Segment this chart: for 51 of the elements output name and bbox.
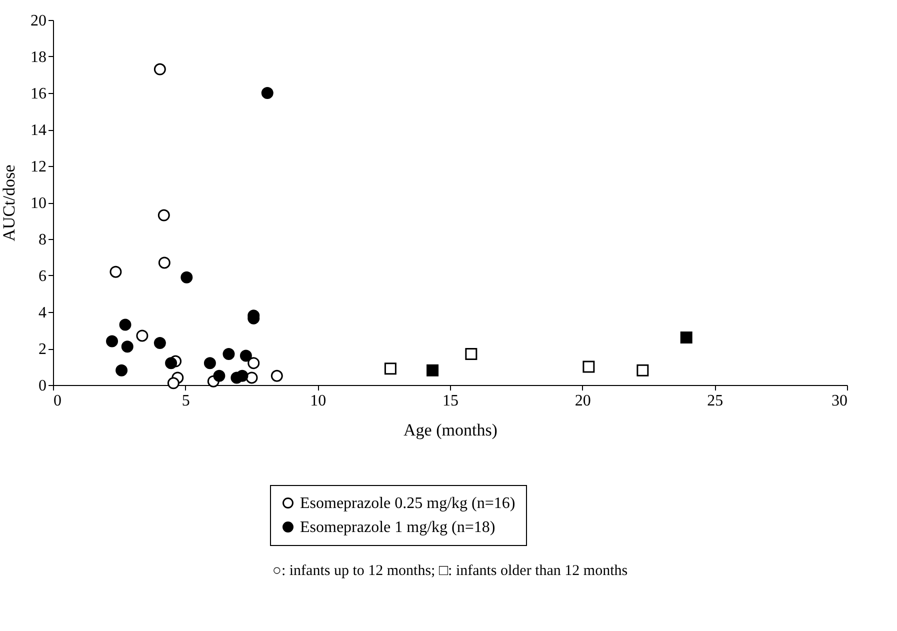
point — [246, 372, 258, 384]
point — [426, 364, 439, 376]
x-tick-label: 20 — [574, 392, 591, 410]
legend-label: Esomeprazole 1 mg/kg (n=18) — [300, 519, 496, 536]
point — [158, 209, 170, 222]
y-tick-label: 2 — [38, 341, 46, 358]
y-tick-label: 20 — [30, 12, 46, 30]
point — [121, 340, 134, 353]
x-tick-label: 15 — [442, 392, 458, 410]
point — [165, 357, 178, 370]
x-tick-label: 5 — [182, 392, 190, 410]
point — [136, 330, 148, 342]
point — [154, 337, 166, 350]
y-tick-label: 4 — [38, 304, 46, 322]
x-tick-label: 25 — [707, 392, 724, 410]
point — [110, 266, 122, 278]
x-tick-label: 10 — [310, 392, 326, 410]
point — [261, 87, 274, 99]
point — [167, 377, 180, 390]
y-tick-label: 10 — [30, 195, 46, 212]
x-tick-label: 0 — [54, 392, 62, 410]
point — [154, 63, 166, 76]
point — [204, 357, 216, 370]
point — [213, 370, 226, 382]
y-tick-label: 18 — [30, 49, 46, 66]
y-axis-title: AUCt/dose — [0, 164, 18, 242]
point — [222, 348, 235, 360]
point — [582, 360, 595, 373]
point — [680, 332, 692, 344]
text: ○: infants up to 12 months; □: infants older than 12 months — [272, 563, 628, 579]
y-tick-label: 6 — [38, 268, 46, 285]
point — [116, 364, 128, 376]
x-tick-label: 30 — [832, 392, 848, 410]
y-tick-label: 8 — [38, 232, 46, 248]
point — [158, 256, 170, 269]
point — [236, 370, 248, 382]
point — [106, 335, 118, 348]
point — [240, 350, 252, 362]
point — [248, 357, 260, 370]
point — [636, 364, 649, 376]
y-tick-label: 14 — [30, 122, 46, 139]
y-tick-label: 0 — [38, 378, 46, 394]
point — [119, 318, 132, 331]
legend-label: Esomeprazole 0.25 mg/kg (n=16) — [300, 495, 516, 512]
point — [384, 362, 396, 375]
y-tick-label: 12 — [30, 158, 46, 176]
x-axis-title: Age (months) — [404, 420, 498, 440]
y-tick-label: 16 — [30, 86, 46, 102]
point — [180, 271, 193, 284]
point — [270, 370, 283, 382]
point — [465, 348, 478, 360]
